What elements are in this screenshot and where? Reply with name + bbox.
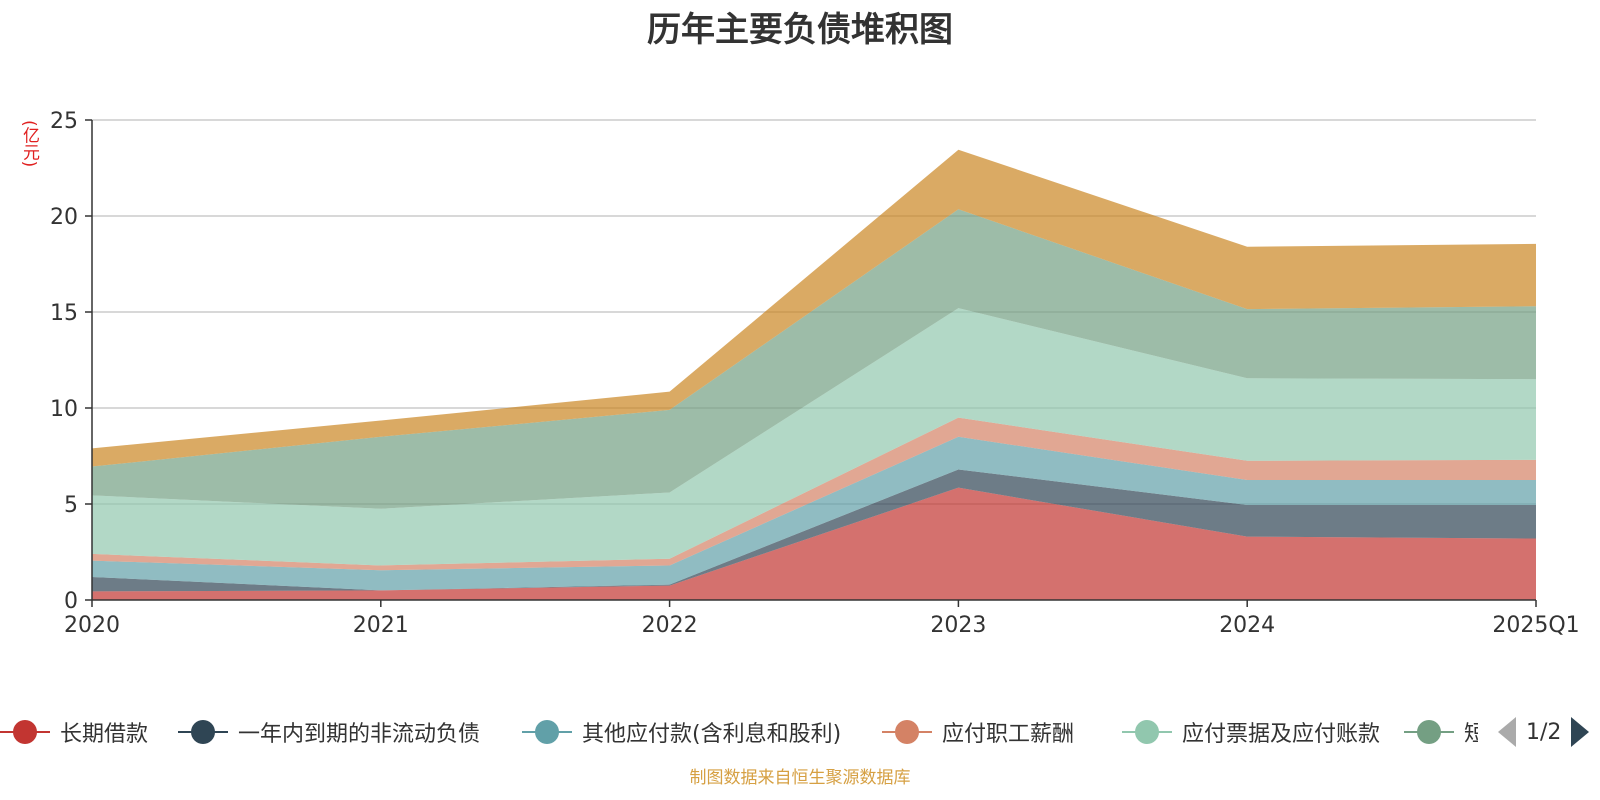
y-tick-label: 25: [50, 109, 78, 134]
x-tick-label: 2020: [64, 613, 120, 638]
area-series-3: [92, 417, 1536, 571]
y-tick-label: 0: [64, 589, 78, 614]
area-series-0: [92, 487, 1536, 600]
legend-item[interactable]: 应付职工薪酬: [882, 712, 1074, 752]
chart-title: 历年主要负债堆积图: [647, 10, 953, 50]
y-tick-label: 20: [50, 205, 78, 230]
x-tick-label: 2022: [642, 613, 698, 638]
legend-page-indicator: 1/2: [1526, 719, 1562, 745]
legend-label: 短: [1464, 722, 1478, 747]
area-series-6: [92, 149, 1536, 467]
data-source-note: 制图数据来自恒生聚源数据库: [689, 768, 911, 788]
legend-marker-icon: [178, 717, 228, 747]
x-tick-label: 2021: [353, 613, 409, 638]
legend-item[interactable]: 长期借款: [0, 712, 148, 752]
legend-label: 应付票据及应付账款: [1182, 722, 1381, 747]
x-tick-label: 2025Q1: [1492, 613, 1579, 638]
x-tick-label: 2023: [930, 613, 986, 638]
legend-marker-icon: [1122, 717, 1172, 747]
legend-marker-icon: [882, 717, 932, 747]
legend-pager: 1/2: [1498, 712, 1590, 752]
legend-label: 其他应付款(含利息和股利): [582, 722, 842, 747]
legend-marker-icon: [522, 717, 572, 747]
legend-item[interactable]: 其他应付款(含利息和股利): [522, 712, 841, 752]
y-axis-unit-label: (亿元): [19, 120, 39, 168]
legend-label: 一年内到期的非流动负债: [238, 722, 481, 747]
axes: 0 5 10 15 20 25 2020 2021 2022 2023 2024 2025Q1: [50, 109, 1580, 638]
legend-label: 应付职工薪酬: [942, 722, 1075, 747]
legend-item[interactable]: 一年内到期的非流动负债: [178, 712, 480, 752]
legend-marker-icon: [0, 717, 50, 747]
legend-marker-icon: [1404, 717, 1454, 747]
legend-prev-page-icon[interactable]: [1498, 717, 1516, 747]
legend: 长期借款 一年内到期的非流动负债 其他应付款(含利息和股利) 应付职工薪酬 应付票据及应…: [0, 712, 1600, 752]
legend-next-page-icon[interactable]: [1571, 717, 1590, 747]
area-series-4: [92, 308, 1536, 566]
legend-item[interactable]: 短: [1404, 712, 1478, 752]
y-tick-label: 10: [50, 397, 78, 422]
x-tick-label: 2024: [1219, 613, 1275, 638]
area-series-2: [92, 436, 1536, 591]
y-tick-label: 15: [50, 301, 78, 326]
legend-items: 长期借款 一年内到期的非流动负债 其他应付款(含利息和股利) 应付职工薪酬 应付票据及应…: [0, 712, 1478, 752]
legend-label: 长期借款: [60, 722, 149, 747]
y-tick-label: 5: [64, 493, 78, 518]
legend-item[interactable]: 应付票据及应付账款: [1122, 712, 1380, 752]
area-series-1: [92, 469, 1536, 592]
area-series: [92, 149, 1536, 600]
